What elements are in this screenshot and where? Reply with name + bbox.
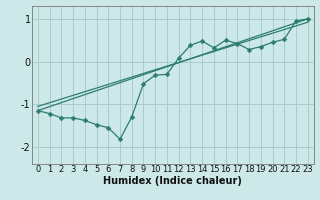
X-axis label: Humidex (Indice chaleur): Humidex (Indice chaleur) <box>103 176 242 186</box>
